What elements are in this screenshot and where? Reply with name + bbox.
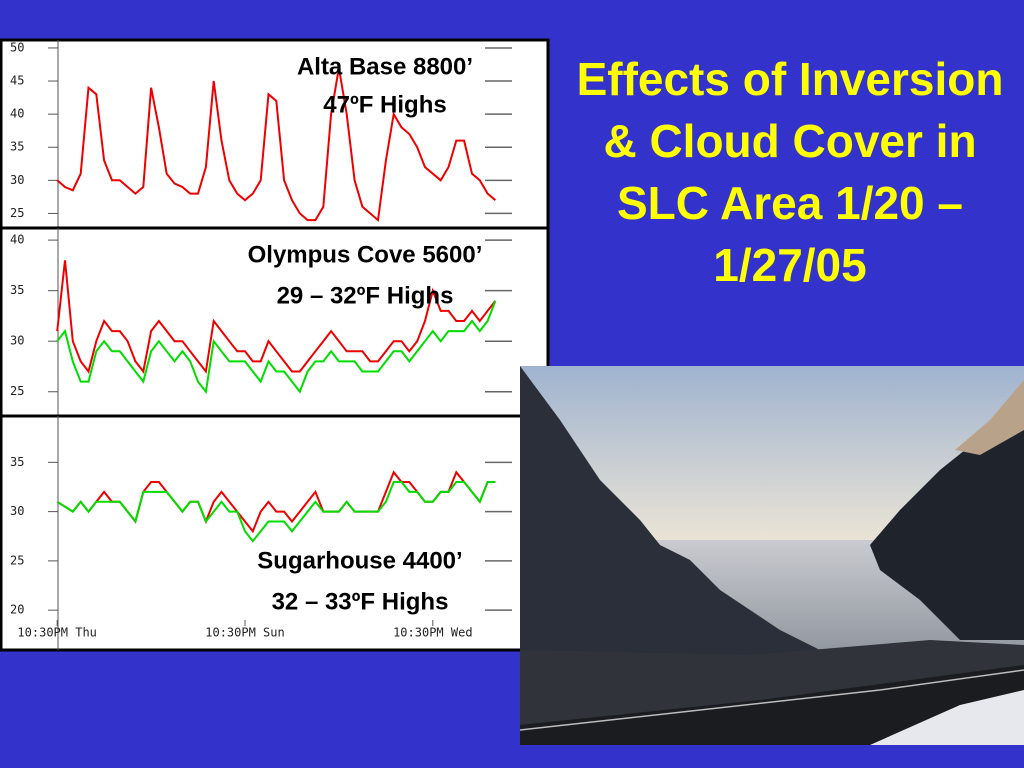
y-tick-label: 35 <box>10 455 24 469</box>
annotation: 47ºF Highs <box>323 91 446 118</box>
y-tick-label: 25 <box>10 206 24 220</box>
x-tick-label: 10:30PM Sun <box>205 626 284 640</box>
photo <box>519 366 1024 745</box>
y-tick-label: 30 <box>10 173 24 187</box>
y-tick-label: 25 <box>10 384 24 398</box>
chart-panel: 25 30 35 40 Olympus Cove 5600’ 29 – 32ºF High… <box>0 226 550 418</box>
data-line <box>56 300 497 395</box>
y-tick-label: 35 <box>10 283 24 297</box>
panel-background <box>0 38 550 230</box>
y-tick-label: 30 <box>10 504 24 518</box>
y-tick-label: 45 <box>10 74 24 88</box>
slide-title: Effects of Inversion & Cloud Cover in SL… <box>576 53 1004 291</box>
y-tick-label: 20 <box>10 603 24 617</box>
data-line <box>56 260 497 374</box>
y-tick-label: 25 <box>10 553 24 567</box>
annotation: 29 – 32ºF Highs <box>277 282 454 309</box>
data-line <box>56 481 496 543</box>
annotation: Olympus Cove 5600’ <box>248 241 483 268</box>
data-line <box>56 67 497 223</box>
y-tick-label: 30 <box>10 334 24 348</box>
y-tick-label: 50 <box>10 40 24 54</box>
panel-background <box>0 414 550 652</box>
y-tick-label: 40 <box>10 107 24 121</box>
chart-panel: 20 25 30 35 10:30PM Thu 10:30PM Sun 10:30PM We… <box>0 414 550 652</box>
chart-panel: 25 30 35 40 45 50 Alta Base 8800’ 47ºF Highs <box>0 38 550 230</box>
x-tick-label: 10:30PM Thu <box>17 626 96 640</box>
annotation: Sugarhouse 4400’ <box>257 547 462 574</box>
annotation: Alta Base 8800’ <box>297 53 473 80</box>
annotation: 32 – 33ºF Highs <box>272 588 449 615</box>
x-tick-label: 10:30PM Wed <box>393 626 472 640</box>
y-tick-label: 40 <box>10 233 24 247</box>
y-tick-label: 35 <box>10 140 24 154</box>
